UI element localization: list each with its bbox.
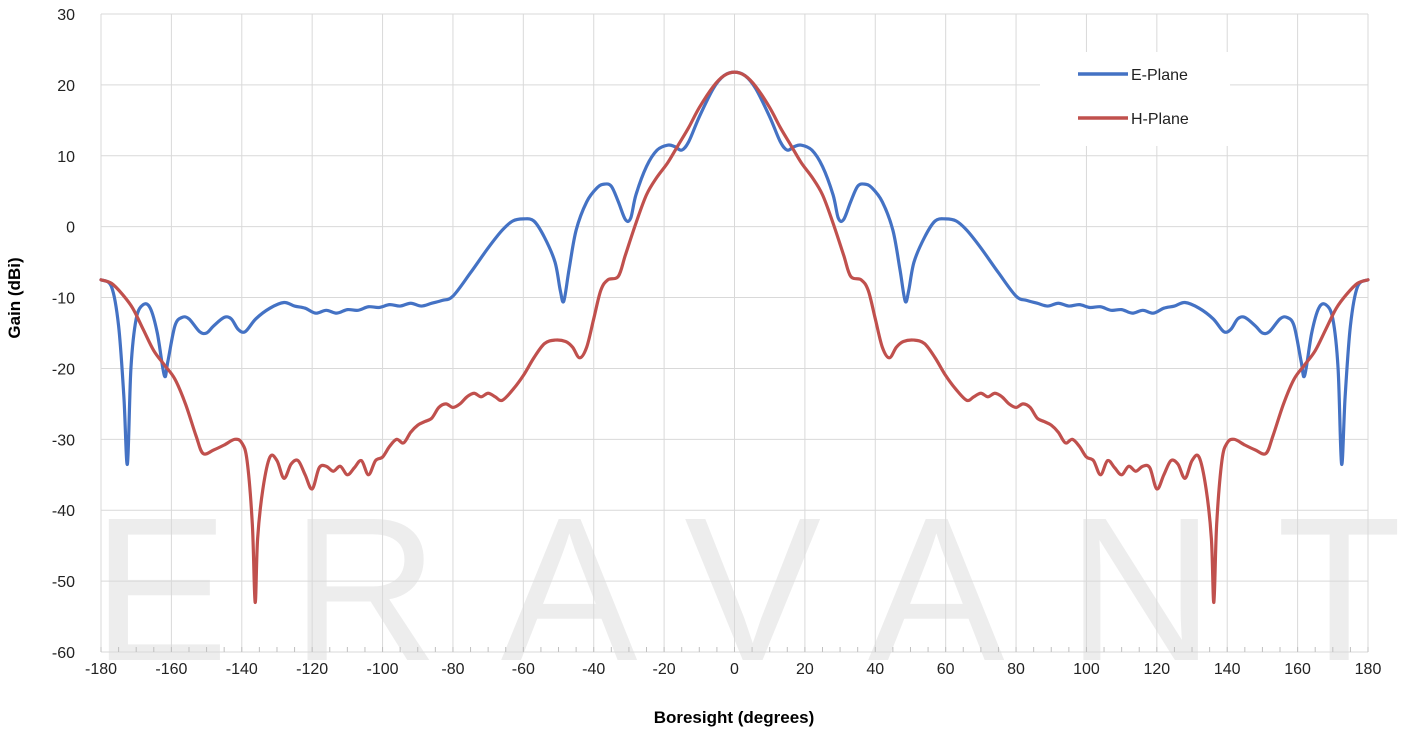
legend-label-h-plane: H-Plane (1131, 111, 1189, 128)
y-tick-label: 20 (57, 78, 75, 95)
x-tick-label: -140 (226, 661, 258, 678)
y-axis-title: Gain (dBi) (5, 257, 24, 338)
legend-box (1040, 52, 1230, 146)
x-tick-label: -60 (512, 661, 535, 678)
y-tick-label: -60 (52, 645, 75, 662)
series-line-h-plane (99, 70, 1370, 604)
y-tick-label: -30 (52, 432, 75, 449)
x-tick-label: 100 (1073, 661, 1100, 678)
x-tick-label: -180 (85, 661, 117, 678)
x-tick-label: 160 (1284, 661, 1311, 678)
x-tick-label: -160 (155, 661, 187, 678)
x-tick-label: 140 (1214, 661, 1241, 678)
x-tick-labels: -180 -160 -140 -120 -100 -80 -60 -40 -20 0 20 40 60 8… (85, 661, 1381, 678)
x-tick-label: 0 (730, 661, 739, 678)
x-axis-minor-ticks (100, 647, 1369, 652)
watermark: ERAVANT (92, 475, 1408, 704)
x-tick-label: -100 (367, 661, 399, 678)
x-tick-label: 60 (937, 661, 955, 678)
grid (100, 13, 1369, 653)
x-tick-label: 40 (866, 661, 884, 678)
x-tick-label: 20 (796, 661, 814, 678)
x-tick-label: -120 (296, 661, 328, 678)
y-tick-label: 0 (66, 220, 75, 237)
x-tick-label: -20 (653, 661, 676, 678)
x-tick-label: 80 (1007, 661, 1025, 678)
y-tick-label: -40 (52, 503, 75, 520)
x-tick-label: -40 (582, 661, 605, 678)
y-tick-label: 10 (57, 149, 75, 166)
y-tick-label: -10 (52, 291, 75, 308)
x-tick-label: 180 (1355, 661, 1382, 678)
series-layer (99, 70, 1370, 604)
x-tick-label: -80 (441, 661, 464, 678)
y-tick-label: 30 (57, 7, 75, 24)
x-axis-title: Boresight (degrees) (654, 708, 815, 727)
y-tick-label: -20 (52, 361, 75, 378)
x-tick-label: 120 (1143, 661, 1170, 678)
y-tick-label: -50 (52, 574, 75, 591)
y-tick-labels: 30 20 10 0 -10 -20 -30 -40 -50 -60 (52, 7, 75, 662)
legend: E-Plane H-Plane (1040, 52, 1230, 146)
legend-label-e-plane: E-Plane (1131, 67, 1188, 84)
